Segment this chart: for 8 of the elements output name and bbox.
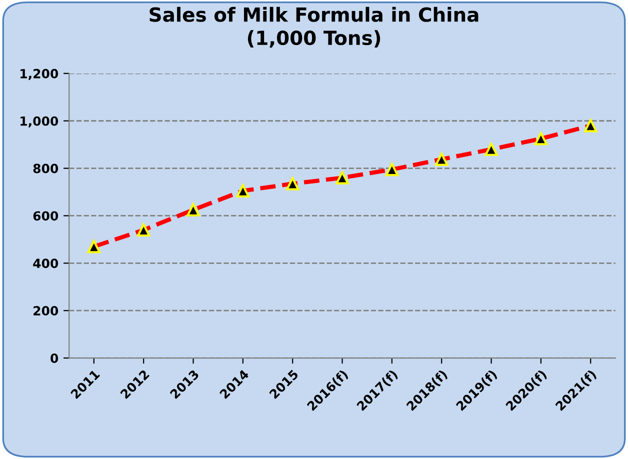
y-tick-label: 600 xyxy=(33,211,58,221)
y-tick-label: 800 xyxy=(33,164,58,174)
y-tick-label: 200 xyxy=(34,306,58,316)
y-tick-label: 0 xyxy=(50,353,58,363)
y-tick-label: 400 xyxy=(33,258,58,268)
chart-title: Sales of Milk Formula in China (1,000 Tons) xyxy=(150,6,478,48)
y-tick-label: 1,200 xyxy=(20,68,58,80)
y-tick-label: 1,000 xyxy=(20,116,58,128)
